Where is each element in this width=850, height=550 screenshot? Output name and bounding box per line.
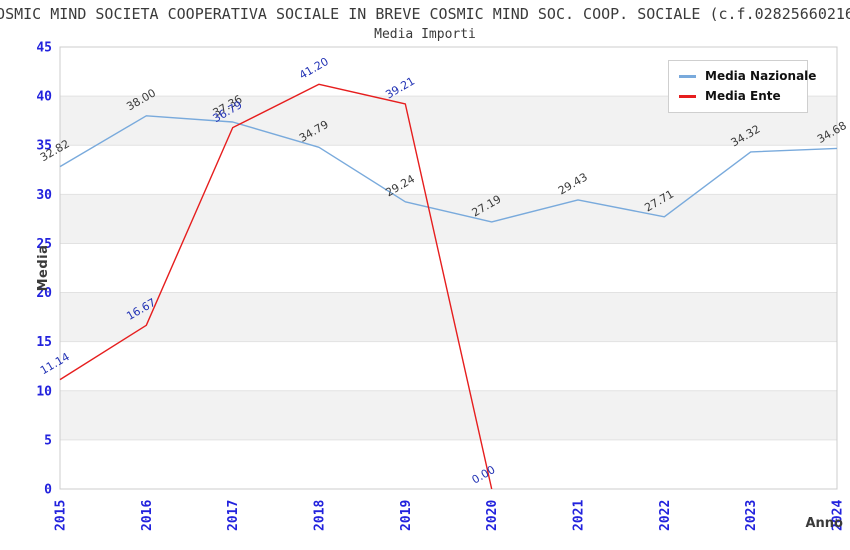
x-axis-title: Anno <box>805 516 843 531</box>
data-label: 41.20 <box>297 55 331 82</box>
legend-item-media-nazionale: Media Nazionale <box>669 66 816 86</box>
y-tick-label: 0 <box>44 483 52 498</box>
legend-label-nazionale: Media Nazionale <box>705 69 817 83</box>
chart-subtitle: Media Importi <box>374 27 476 42</box>
y-tick-label: 35 <box>36 139 52 154</box>
x-tick-label: 2016 <box>140 500 155 531</box>
x-tick-label: 2023 <box>744 500 759 531</box>
grid-band <box>60 292 837 342</box>
x-tick-label: 2015 <box>54 500 69 531</box>
legend-marker-nazionale-icon <box>679 74 696 78</box>
x-tick-label: 2017 <box>226 500 241 531</box>
grid-band <box>60 390 837 440</box>
y-tick-label: 40 <box>36 90 52 105</box>
legend-label-ente: Media Ente <box>705 89 781 103</box>
plot-border <box>59 46 838 490</box>
legend: Media Nazionale Media Ente <box>668 60 816 113</box>
x-tick-label: 2024 <box>831 500 846 531</box>
data-label: 0.00 <box>470 463 498 487</box>
series-line-media-nazionale <box>59 115 838 223</box>
x-tick-label: 2018 <box>313 500 328 531</box>
y-tick-label: 15 <box>36 335 52 350</box>
legend-marker-ente-icon <box>679 94 696 98</box>
legend-item-media-ente: Media Ente <box>669 86 807 106</box>
chart-title: COSMIC MIND SOCIETA COOPERATIVA SOCIALE … <box>0 5 850 23</box>
grid-band <box>60 194 837 244</box>
data-label: 11.14 <box>38 350 72 377</box>
y-tick-label: 10 <box>36 384 52 399</box>
x-tick-label: 2022 <box>658 500 673 531</box>
y-tick-label: 30 <box>36 188 52 203</box>
y-tick-label: 5 <box>44 433 52 448</box>
x-tick-label: 2019 <box>399 500 414 531</box>
data-label: 29.43 <box>556 171 590 198</box>
x-tick-label: 2020 <box>485 500 500 531</box>
series-line-media-ente <box>59 83 493 490</box>
y-tick-label: 20 <box>36 286 52 301</box>
x-tick-label: 2021 <box>572 500 587 531</box>
y-axis-title: Media <box>35 244 51 292</box>
y-tick-label: 25 <box>36 237 52 252</box>
y-tick-label: 45 <box>36 41 52 56</box>
